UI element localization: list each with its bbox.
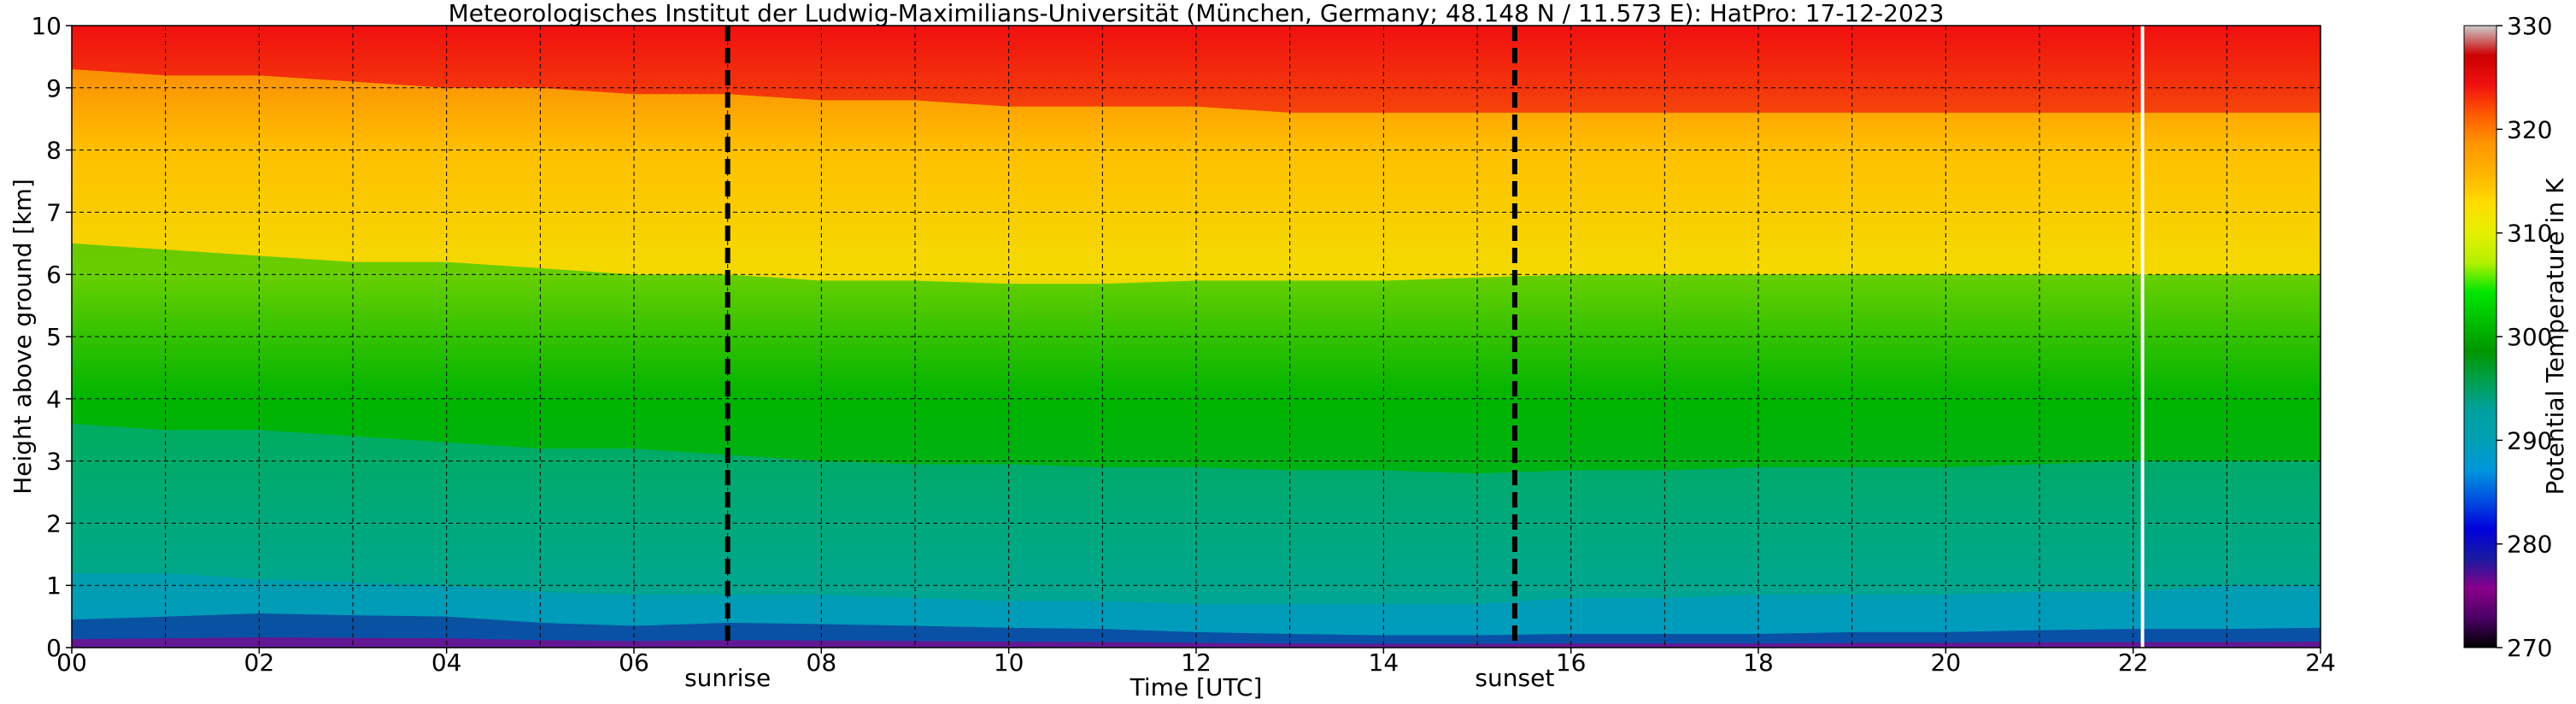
colorbar-tick-label: 300 [2507,323,2552,351]
colorbar-tick-label: 270 [2507,634,2552,662]
x-tick-label: 16 [1556,648,1587,677]
x-axis-label: Time [UTC] [1130,673,1263,701]
x-tick-label: 04 [431,648,462,677]
x-tick-label: 08 [807,648,837,677]
colorbar-tick-label: 330 [2507,12,2552,40]
y-tick-label: 8 [46,137,62,165]
x-tick-label: 20 [1931,648,1962,677]
y-tick-label: 6 [46,261,62,289]
x-tick-label: 02 [244,648,275,677]
theta-band-4 [72,68,2321,285]
colorbar-tick-label: 290 [2507,426,2552,455]
y-tick-label: 5 [46,323,62,351]
colorbar: 270 280 290 300 310 320 330 Potential Temperat… [2463,12,2569,662]
y-tick-label: 0 [46,634,62,662]
colorbar-tick-label: 320 [2507,115,2552,144]
x-tick-label: 24 [2305,648,2336,677]
y-axis-label: Height above ground [km] [9,179,37,495]
x-tick-label: 06 [619,648,649,677]
colorbar-tick-label: 310 [2507,220,2552,248]
x-tick-label: 10 [994,648,1024,677]
y-tick-label: 2 [46,509,62,537]
sunset-label: sunset [1475,664,1554,692]
y-tick-label: 9 [46,74,62,103]
colorbar-label: Potential Temperature in K [2541,178,2569,495]
y-tick-label: 7 [46,198,62,226]
x-tick-label: 14 [1369,648,1399,677]
colorbar-gradient [2463,25,2497,648]
x-tick-label: 12 [1181,648,1212,677]
y-tick-label: 10 [31,12,62,40]
y-tick-label: 4 [46,385,62,414]
x-tick-label: 00 [56,648,87,677]
plot-area [71,25,2321,648]
colorbar-tick-label: 280 [2507,531,2552,559]
x-tick-label: 18 [1743,648,1774,677]
chart-title: Meteorologisches Institut der Ludwig-Max… [449,0,1945,27]
y-tick-label: 1 [46,572,62,600]
theta-band-0 [72,613,2321,648]
sunrise-label: sunrise [684,664,771,692]
x-tick-label: 22 [2118,648,2149,677]
y-tick-label: 3 [46,448,62,476]
